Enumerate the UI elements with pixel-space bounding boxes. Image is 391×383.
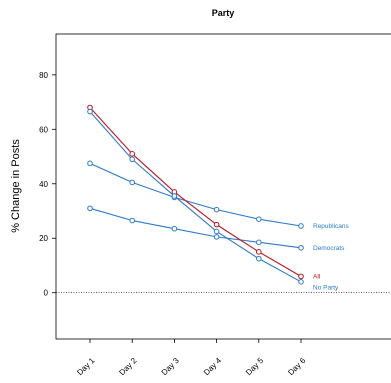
data-point-democrats xyxy=(213,234,220,240)
data-point-all xyxy=(213,221,220,228)
series-no-party xyxy=(87,108,304,285)
data-point-republicans xyxy=(213,206,220,213)
y-tick-label: 60 xyxy=(39,125,48,134)
series-democrats xyxy=(87,205,304,251)
series-all xyxy=(87,104,304,280)
plot-frame xyxy=(55,33,391,340)
data-point-no-party xyxy=(298,279,304,285)
series-label-republicans: Republicans xyxy=(313,223,350,230)
series-labels: Republicans Democrats All No Party xyxy=(313,223,350,291)
x-tick-label: Day 2 xyxy=(117,356,139,378)
data-point-republicans xyxy=(129,179,135,186)
series-label-all: All xyxy=(313,273,321,280)
data-point-democrats xyxy=(256,239,262,246)
series-line-all xyxy=(89,107,302,277)
data-point-no-party xyxy=(87,108,93,115)
x-axis: Day 1 Day 2 Day 3 Day 4 Day 5 Day 6 xyxy=(75,339,308,377)
x-tick-label: Day 3 xyxy=(160,356,182,378)
data-point-all xyxy=(256,249,262,255)
y-axis-label: % Change in Posts xyxy=(10,139,22,233)
data-point-democrats xyxy=(129,217,135,224)
series-label-no-party: No Party xyxy=(313,284,339,291)
series-line-democrats xyxy=(89,207,302,249)
data-point-democrats xyxy=(171,225,178,232)
data-point-no-party xyxy=(129,156,135,163)
data-point-democrats xyxy=(87,205,93,212)
series-line-republicans xyxy=(89,162,302,227)
data-point-republicans xyxy=(298,223,304,229)
data-point-no-party xyxy=(213,228,220,235)
data-point-all xyxy=(298,273,304,280)
series-layer xyxy=(87,104,304,285)
y-tick-label: 20 xyxy=(39,234,48,243)
chart-title: Party xyxy=(212,8,235,18)
data-point-democrats xyxy=(298,244,304,251)
data-point-no-party xyxy=(171,193,178,199)
series-line-no-party xyxy=(89,111,302,283)
x-tick-label: Day 5 xyxy=(244,356,266,378)
x-tick-label: Day 1 xyxy=(75,356,97,378)
y-tick-label: 0 xyxy=(44,289,49,298)
series-republicans xyxy=(87,160,304,229)
data-point-no-party xyxy=(256,255,262,262)
data-point-all xyxy=(129,151,135,157)
data-point-republicans xyxy=(87,160,93,167)
x-tick-label: Day 4 xyxy=(202,356,224,378)
y-tick-label: 40 xyxy=(39,180,48,189)
y-axis: 0 20 40 60 80 xyxy=(39,71,56,298)
y-tick-label: 80 xyxy=(39,71,48,80)
data-point-republicans xyxy=(256,216,262,222)
series-label-democrats: Democrats xyxy=(313,245,345,252)
x-tick-label: Day 6 xyxy=(286,356,308,378)
